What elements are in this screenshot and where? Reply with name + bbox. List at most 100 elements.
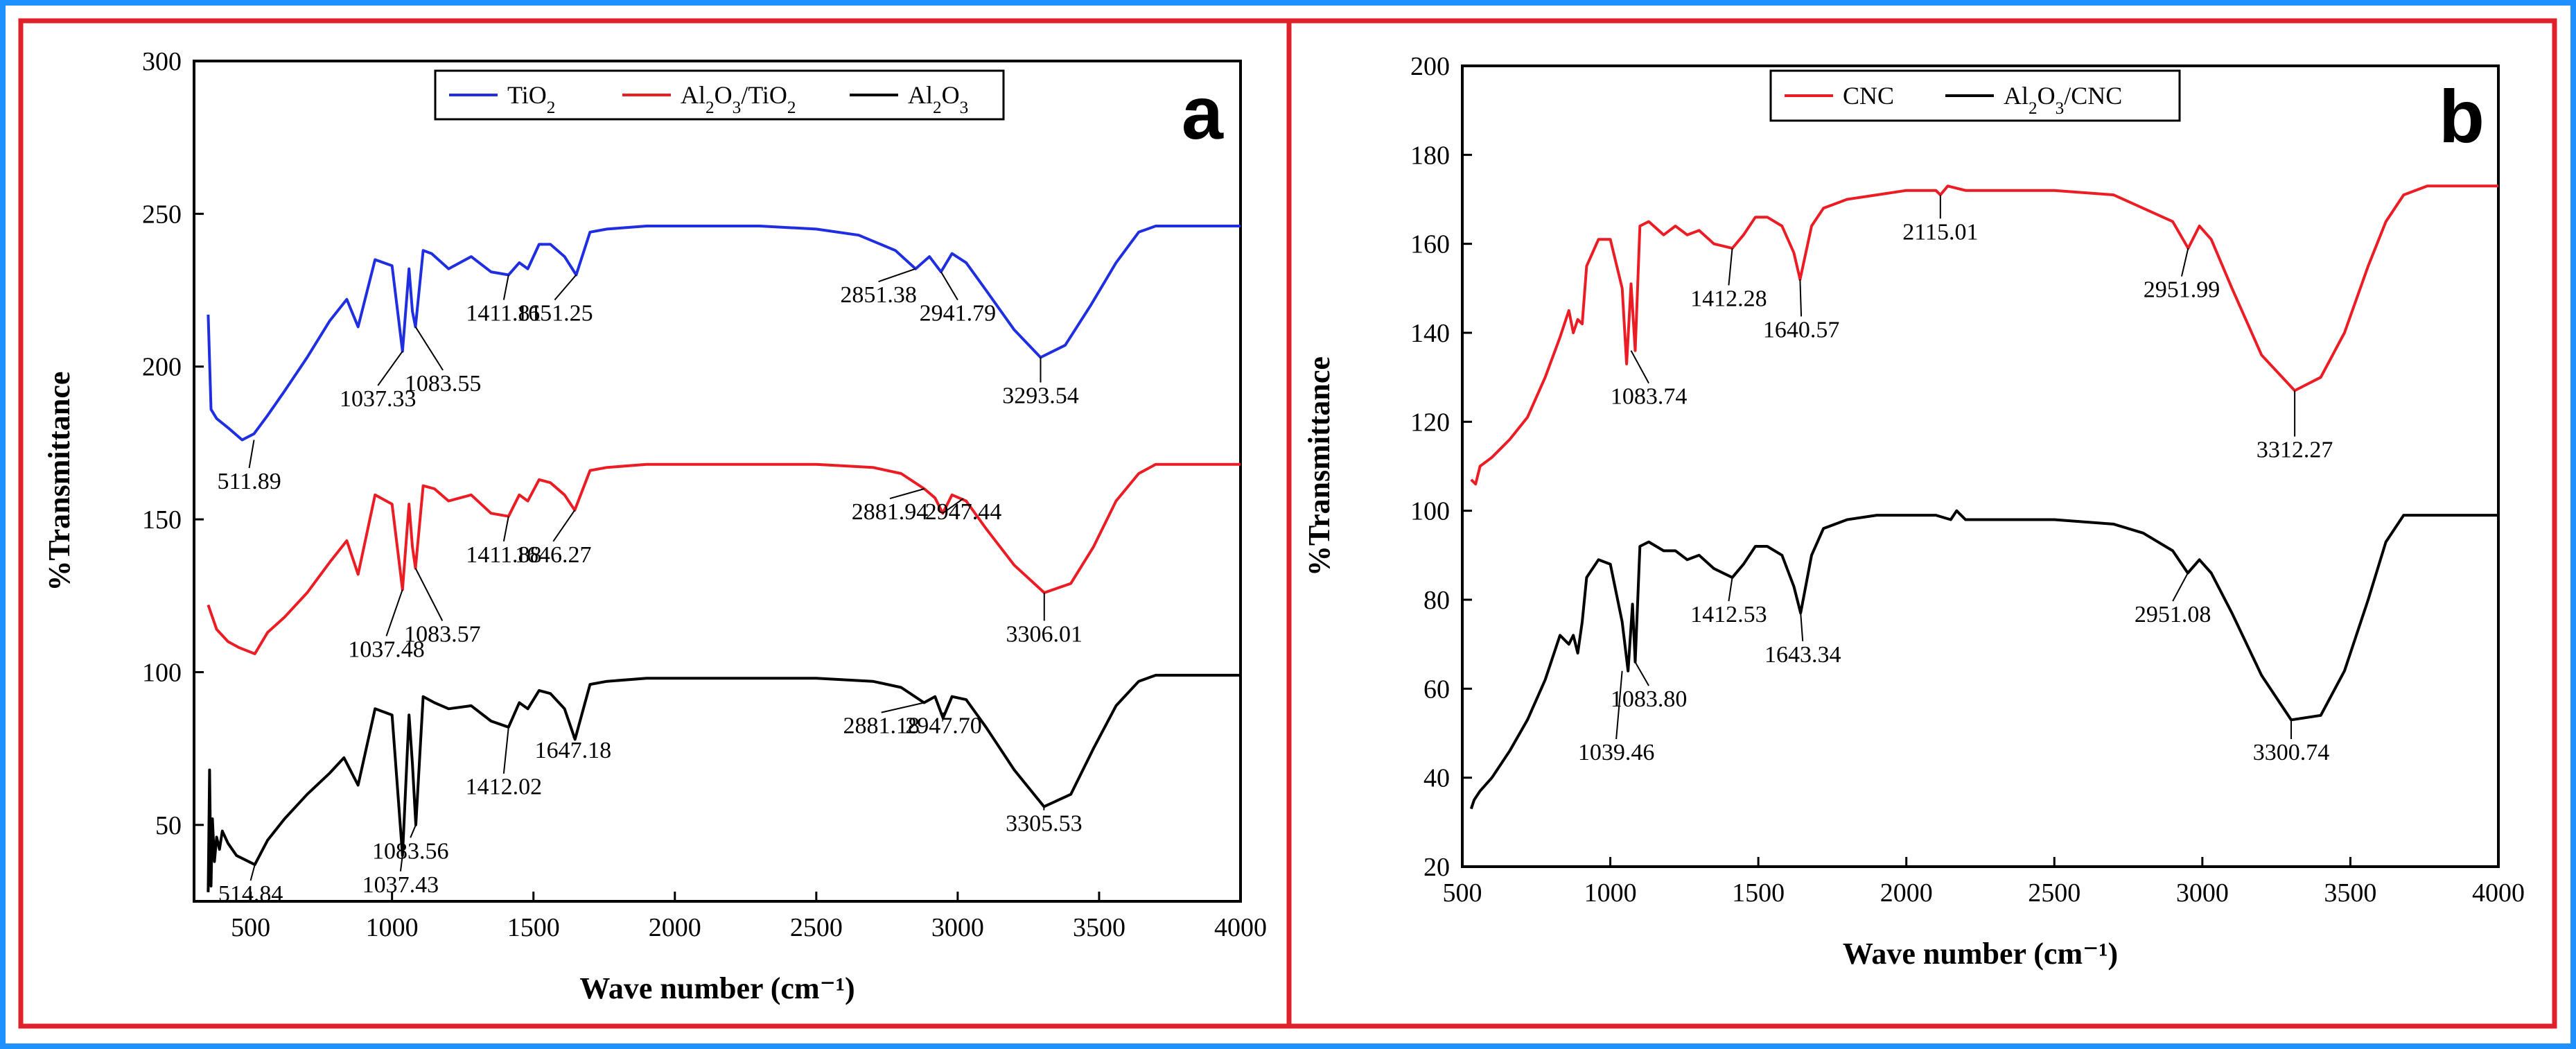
annotation-leader (2180, 248, 2189, 277)
x-tick-label: 4000 (2472, 878, 2525, 908)
x-axis-title: Wave number (cm⁻¹) (1843, 937, 2118, 971)
y-tick-label: 200 (142, 353, 182, 382)
peak-annotation: 2951.08 (2135, 602, 2211, 627)
y-tick-label: 300 (142, 47, 182, 76)
y-tick-label: 100 (142, 658, 182, 687)
panel-b-border (1286, 18, 2557, 1029)
peak-annotation: 514.84 (218, 881, 283, 907)
x-tick-label: 3500 (1073, 913, 1125, 942)
annotation-leader (1728, 577, 1733, 602)
peak-annotation: 3306.01 (1006, 621, 1083, 647)
peak-annotation: 2947.70 (905, 713, 982, 739)
plot-area-frame (193, 60, 1242, 903)
chart-panel-a: 500 1000 1500 2000 2500 3000 3500 4000 50 100 150 2… (42, 47, 1267, 1005)
legend-label-2: Al2O3 (908, 81, 968, 117)
annotation-leader (1615, 670, 1623, 740)
peak-annotation: 2115.01 (1902, 219, 1978, 245)
annotation-leader (249, 864, 256, 881)
peak-annotation: 1646.27 (515, 542, 592, 568)
peak-annotation: 1037.48 (348, 636, 425, 662)
peak-annotation: 3312.27 (2257, 437, 2333, 463)
series-line-0 (207, 225, 1241, 442)
annotation-leader (942, 498, 964, 514)
y-tick-label: 140 (1410, 319, 1450, 348)
y-tick-label: 200 (1410, 52, 1450, 81)
plot-area-frame (1461, 64, 2500, 868)
peak-annotation: 2851.38 (840, 282, 917, 308)
legend-label-0: CNC (1843, 82, 1894, 110)
annotation-leader (248, 440, 255, 469)
annotation-leader (552, 510, 576, 542)
x-tick-label: 1500 (507, 913, 560, 942)
annotation-leader (554, 274, 577, 301)
peak-annotation: 2947.44 (925, 499, 1002, 525)
x-tick-label: 2000 (1880, 878, 1933, 908)
x-axis-title: Wave number (cm⁻¹) (579, 971, 855, 1005)
annotation-leader (1800, 613, 1804, 641)
panel-label: a (1182, 71, 1224, 155)
x-tick-label: 2500 (790, 913, 843, 942)
x-tick-label: 3500 (2324, 878, 2376, 908)
annotation-leader (881, 702, 925, 713)
peak-annotation: 1037.33 (340, 386, 417, 412)
y-tick-label: 180 (1410, 141, 1450, 170)
y-tick-label: 40 (1423, 764, 1450, 793)
peak-annotation: 1083.80 (1611, 686, 1688, 712)
y-tick-label: 20 (1423, 853, 1450, 882)
peak-annotation: 1411.81 (466, 301, 541, 327)
peak-annotation: 3305.53 (1006, 811, 1083, 837)
peak-annotation: 1083.56 (372, 838, 449, 864)
annotation-leader (889, 488, 925, 500)
x-tick-label: 500 (1443, 878, 1482, 908)
annotation-leader (1799, 279, 1803, 317)
peak-annotation: 1083.55 (405, 371, 482, 397)
annotation-leader (2172, 573, 2189, 602)
annotation-leader (410, 824, 417, 838)
y-tick-label: 120 (1410, 408, 1450, 437)
y-tick-label: 50 (155, 811, 182, 840)
annotation-leader (1728, 248, 1733, 286)
peak-annotation: 3293.54 (1002, 383, 1079, 409)
peak-annotation: 1039.46 (1578, 740, 1655, 765)
legend-label-1: Al2O3/TiO2 (681, 81, 796, 117)
series-line-1 (207, 462, 1241, 655)
x-tick-label: 1000 (1584, 878, 1637, 908)
peak-annotation: 2881.94 (852, 499, 929, 525)
annotation-leader (377, 351, 403, 386)
peak-annotation: 1411.88 (466, 542, 541, 568)
legend-box (434, 69, 1005, 121)
x-tick-label: 4000 (1214, 913, 1267, 942)
peak-annotation: 1412.28 (1690, 286, 1767, 312)
x-tick-label: 2500 (2028, 878, 2080, 908)
y-axis-title: %Transmittance (42, 372, 76, 591)
annotation-leader (502, 275, 509, 300)
x-tick-label: 3000 (931, 913, 984, 942)
y-tick-label: 60 (1423, 675, 1450, 704)
chart-panel-b: 500 1000 1500 2000 2500 3000 3500 4000 20 40 60 80 1… (1302, 52, 2525, 971)
annotation-leader (942, 712, 945, 718)
series-line-0 (1470, 184, 2498, 486)
y-axis-title: %Transmittance (1302, 356, 1336, 576)
legend-label-0: TiO2 (507, 81, 555, 117)
annotation-leader (399, 855, 403, 872)
annotation-leader (502, 727, 509, 774)
peak-annotation: 3300.74 (2253, 740, 2330, 765)
x-tick-label: 500 (231, 913, 270, 942)
annotation-leader (878, 268, 916, 283)
y-tick-label: 80 (1423, 586, 1450, 615)
y-tick-label: 250 (142, 200, 182, 229)
annotation-leader (414, 568, 444, 621)
annotation-leader (414, 326, 444, 371)
peak-annotation: 1651.25 (516, 301, 593, 327)
annotation-leader (502, 516, 509, 541)
peak-annotation: 1037.43 (362, 872, 439, 898)
peak-annotation: 1640.57 (1763, 317, 1840, 343)
series-line-1 (1469, 509, 2498, 810)
peak-annotation: 2941.79 (920, 301, 997, 327)
x-tick-label: 1500 (1732, 878, 1785, 908)
y-tick-label: 160 (1410, 230, 1450, 259)
x-tick-label: 1000 (366, 913, 419, 942)
annotation-leader (1634, 661, 1649, 686)
peak-annotation: 1647.18 (535, 738, 612, 763)
